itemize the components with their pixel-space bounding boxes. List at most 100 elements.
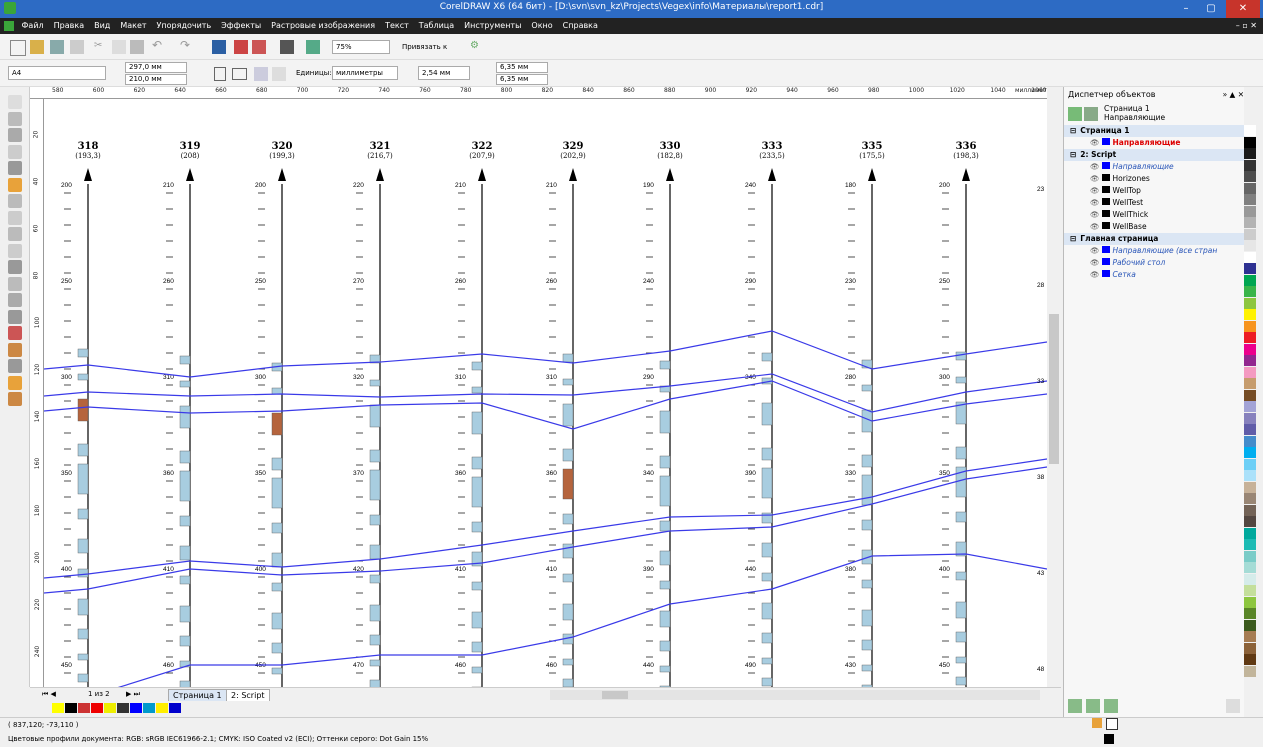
menu-item-11[interactable]: Справка [562,21,598,30]
minimize-button[interactable]: – [1183,3,1189,14]
layer-manager-icon[interactable] [1084,107,1098,121]
doc-palette-swatch[interactable] [78,703,90,713]
palette-swatch[interactable] [1244,458,1256,470]
eyedropper-tool-icon[interactable] [8,342,22,357]
palette-swatch[interactable] [1244,136,1256,148]
copy-icon[interactable] [112,40,126,54]
palette-swatch[interactable] [1244,205,1256,217]
page-width-field[interactable]: 297,0 мм [125,62,187,73]
connector-tool-icon[interactable] [8,309,22,324]
palette-swatch[interactable] [1244,297,1256,309]
eye-icon[interactable]: 👁 [1090,210,1100,219]
doc-palette-swatch[interactable] [130,703,142,713]
palette-swatch[interactable] [1244,573,1256,585]
layer-row[interactable]: 👁 Направляющие [1064,161,1245,173]
print-icon[interactable] [70,40,84,54]
table-tool-icon[interactable] [8,276,22,291]
palette-swatch[interactable] [1244,654,1256,665]
menu-item-1[interactable]: Правка [53,21,85,30]
menu-item-5[interactable]: Эффекты [221,21,262,30]
eye-icon[interactable]: 👁 [1090,198,1100,207]
coreldraw-app-icon[interactable] [4,2,16,14]
polygon-tool-icon[interactable] [8,227,22,241]
delete-layer-icon[interactable] [1226,699,1240,713]
layer-row[interactable]: 👁 Рабочий стол [1064,257,1245,269]
vertical-ruler[interactable]: 20 40 60 80 100 120 140 160 180 200 220 240 [30,99,44,687]
palette-swatch[interactable] [1244,596,1256,608]
layer-row[interactable]: ⊟ 2: Script [1064,149,1245,161]
close-button[interactable]: ✕ [1226,0,1260,18]
basic-shapes-icon[interactable] [8,243,22,258]
save-icon[interactable] [50,40,64,54]
eye-icon[interactable]: 👁 [1090,258,1100,267]
doc-palette-swatch[interactable] [104,703,116,713]
color-profiles-text[interactable]: Цветовые профили документа: RGB: sRGB IE… [8,735,429,743]
palette-swatch[interactable] [1244,251,1256,263]
outline-indicator-icon[interactable] [1104,734,1114,744]
palette-swatch[interactable] [1244,355,1256,366]
palette-swatch[interactable] [1244,493,1256,504]
zoom-level-select[interactable]: 75% [332,40,390,54]
palette-swatch[interactable] [1244,171,1256,182]
doc-palette-swatch[interactable] [65,703,77,713]
menu-item-6[interactable]: Растровые изображения [271,21,376,30]
text-tool-icon[interactable] [8,260,22,274]
layer-row[interactable]: 👁 Направляющие [1064,137,1245,149]
doc-palette-swatch[interactable] [91,703,103,713]
palette-swatch[interactable] [1244,228,1256,240]
palette-swatch[interactable] [1244,642,1256,654]
menu-item-10[interactable]: Окно [531,21,553,30]
layer-row[interactable]: ⊟ Главная страница [1064,233,1245,245]
palette-swatch[interactable] [1244,470,1256,481]
palette-swatch[interactable] [1244,665,1256,677]
pick-tool-icon[interactable] [8,95,22,109]
layer-row[interactable]: 👁 WellThick [1064,209,1245,221]
fill-indicator-icon[interactable] [1092,718,1102,728]
palette-swatch[interactable] [1244,366,1256,378]
eye-icon[interactable]: 👁 [1090,186,1100,195]
palette-swatch[interactable] [1244,309,1256,320]
rectangle-tool-icon[interactable] [8,194,22,208]
palette-swatch[interactable] [1244,585,1256,596]
palette-swatch[interactable] [1244,194,1256,205]
palette-swatch[interactable] [1244,378,1256,389]
palette-swatch[interactable] [1244,286,1256,297]
palette-swatch[interactable] [1244,217,1256,228]
docker-controls[interactable]: » ▲ ✕ [1222,90,1244,99]
zoom-tool-icon[interactable] [8,144,22,159]
palette-swatch[interactable] [1244,527,1256,539]
palette-swatch[interactable] [1244,389,1256,401]
eye-icon[interactable]: 👁 [1090,222,1100,231]
page-height-field[interactable]: 210,0 мм [125,74,187,85]
eye-icon[interactable]: 👁 [1090,138,1100,147]
palette-swatch[interactable] [1244,159,1256,171]
ellipse-tool-icon[interactable] [8,210,22,225]
page-nav-arrows-right[interactable]: ▶ ⏭ [126,690,140,698]
menu-item-9[interactable]: Инструменты [464,21,522,30]
welcome-screen-icon[interactable] [306,40,320,54]
options-icon[interactable]: ⚙ [470,40,479,51]
smart-fill-icon[interactable] [8,177,22,192]
menu-item-3[interactable]: Макет [120,21,147,30]
undo-icon[interactable]: ↶ [152,38,163,52]
duplicate-y-field[interactable]: 6,35 мм [496,74,548,85]
app-launcher-icon[interactable] [280,40,294,54]
doc-icon[interactable] [4,20,14,31]
horizontal-ruler[interactable]: 580 600 620 640 660 680 700 720 740 760 780 800 820 8… [30,87,1047,99]
no-fill-icon[interactable] [1106,718,1118,730]
palette-swatch[interactable] [1244,332,1256,343]
portrait-icon[interactable] [214,67,226,81]
duplicate-x-field[interactable]: 6,35 мм [496,62,548,73]
palette-swatch[interactable] [1244,631,1256,642]
restore-button[interactable]: ▢ [1206,3,1216,14]
palette-swatch[interactable] [1244,424,1256,435]
palette-swatch[interactable] [1244,240,1256,251]
palette-swatch[interactable] [1244,481,1256,493]
palette-swatch[interactable] [1244,320,1256,332]
shape-tool-icon[interactable] [8,111,22,126]
export-icon[interactable] [234,40,248,54]
palette-swatch[interactable] [1244,182,1256,194]
interactive-fill-icon[interactable] [8,392,22,406]
palette-swatch[interactable] [1244,447,1256,458]
expand-icon[interactable]: ⊟ [1070,234,1077,243]
